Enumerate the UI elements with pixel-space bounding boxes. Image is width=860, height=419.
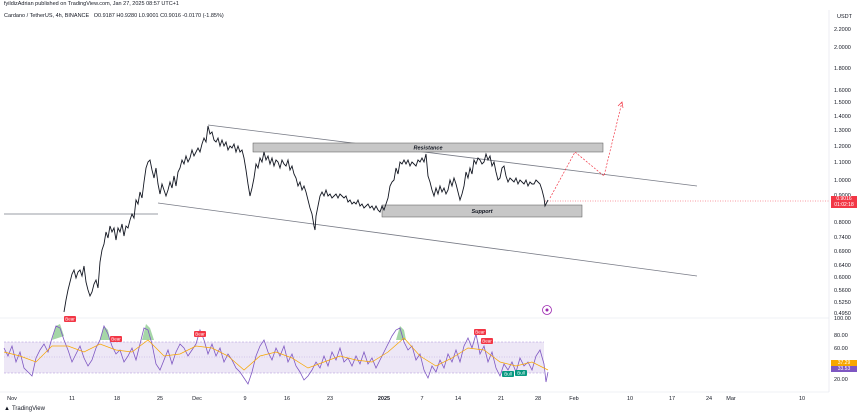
target-marker-dot [545, 308, 549, 312]
time-axis-label: Mar [726, 396, 736, 402]
rsi-ma-line [3, 337, 549, 371]
bear-label-3[interactable]: Bear [194, 331, 206, 337]
projection-arrowhead [617, 101, 624, 109]
time-axis-label: 21 [497, 396, 505, 402]
price-axis-label: 0.7400 [834, 235, 851, 241]
price-axis-label: 0.6400 [834, 263, 851, 269]
resistance-zone[interactable] [252, 142, 604, 153]
rsi-axis-label: 100.00 [834, 316, 851, 322]
price-axis-label: 1.3000 [834, 128, 851, 134]
time-axis-label: 28 [534, 396, 542, 402]
price-axis-label: 0.5600 [834, 288, 851, 294]
bear-label-5[interactable]: Bear [481, 338, 493, 344]
time-axis-label: 10 [798, 396, 806, 402]
rsi-value-tag: 37.29 [831, 360, 857, 366]
price-axis-label: 0.5250 [834, 300, 851, 306]
symbol-legend[interactable]: Cardano / TetherUS, 4h, BINANCE O0.9187 … [4, 13, 227, 19]
published-info: fyildizAdrian published on TradingView.c… [4, 1, 179, 7]
price-axis-label: 1.1000 [834, 160, 851, 166]
rsi-axis-label: 60.00 [834, 346, 848, 352]
rsi-line [3, 324, 549, 385]
bear-label-4[interactable]: Bear [474, 329, 486, 335]
resistance-label: Resistance [413, 146, 442, 152]
price-axis-label: 1.0000 [834, 178, 851, 184]
target-marker-icon[interactable] [542, 305, 552, 315]
time-axis-label: Feb [569, 396, 579, 402]
rsi-band [4, 342, 544, 373]
price-axis-label: 0.6900 [834, 249, 851, 255]
time-axis-label: 25 [156, 396, 164, 402]
tradingview-logo-icon: ▲ [4, 406, 10, 412]
price-axis-label: 1.5000 [834, 100, 851, 106]
bull-label-1[interactable]: Bull [502, 371, 514, 377]
time-axis-label: 7 [420, 396, 424, 402]
price-axis-label: 1.2000 [834, 144, 851, 150]
candle-countdown: 01:02:18 [831, 202, 857, 208]
support-zone[interactable] [381, 204, 583, 218]
price-axis-label: 0.8000 [834, 220, 851, 226]
time-axis-label: 10 [626, 396, 634, 402]
price-axis-label: 2.2000 [834, 27, 851, 33]
rsi-overbought-fill [396, 326, 406, 340]
time-axis-label: 2025 [377, 396, 391, 402]
time-axis-label: 9 [243, 396, 247, 402]
time-axis-label: 23 [326, 396, 334, 402]
svg-text:Bear: Bear [482, 339, 492, 344]
channel-lower-line[interactable] [157, 202, 698, 277]
rsi-axis-label: 80.00 [834, 333, 848, 339]
price-axis-label: 2.0000 [834, 45, 851, 51]
time-axis-label: 18 [113, 396, 121, 402]
svg-text:Bull: Bull [517, 371, 525, 376]
time-axis-label: 11 [69, 396, 75, 402]
time-axis-label: Nov [7, 396, 17, 402]
svg-text:Bear: Bear [195, 332, 205, 337]
price-axis-label: 1.6000 [834, 88, 851, 94]
symbol-name[interactable]: Cardano / TetherUS, 4h, BINANCE [4, 13, 90, 19]
bear-label-1[interactable]: Bear [64, 316, 76, 322]
svg-text:Bull: Bull [504, 372, 512, 377]
svg-text:Bear: Bear [65, 317, 75, 322]
ohlc-values: O0.9187 H0.9280 L0.9001 C0.9016 -0.0170 … [93, 13, 224, 19]
projection-path[interactable] [549, 101, 623, 199]
current-price-tag: 0.9016 [831, 196, 857, 202]
price-axis-label: 0.6000 [834, 275, 851, 281]
price-axis-label: 0.4950 [834, 311, 851, 317]
bear-label-2[interactable]: Bear [110, 336, 122, 342]
rsi-axis-label: 20.00 [834, 377, 848, 383]
time-axis-label: 14 [454, 396, 462, 402]
channel-upper-line[interactable] [207, 124, 698, 187]
time-axis-label: 24 [705, 396, 713, 402]
price-series [63, 125, 549, 313]
price-axis-label: 1.8000 [834, 66, 851, 72]
bull-label-2[interactable]: Bull [515, 370, 527, 376]
tradingview-logo-text: TradingView [11, 406, 45, 412]
rsi-overbought-fill [142, 324, 154, 340]
currency-label[interactable]: USDT [837, 14, 852, 20]
svg-text:Bear: Bear [475, 330, 485, 335]
time-axis-label: Dec [192, 396, 202, 402]
rsi-overbought-fill [52, 324, 64, 340]
rsi-overbought-fill [100, 326, 110, 340]
time-axis-label: 17 [668, 396, 676, 402]
tradingview-logo[interactable]: ▲ TradingView [4, 406, 45, 412]
price-axis-label: 1.4000 [834, 114, 851, 120]
support-label: Support [471, 209, 493, 215]
svg-text:Bear: Bear [111, 337, 121, 342]
time-axis-label: 16 [283, 396, 291, 402]
rsi-ma-value-tag: 33.53 [831, 366, 857, 372]
